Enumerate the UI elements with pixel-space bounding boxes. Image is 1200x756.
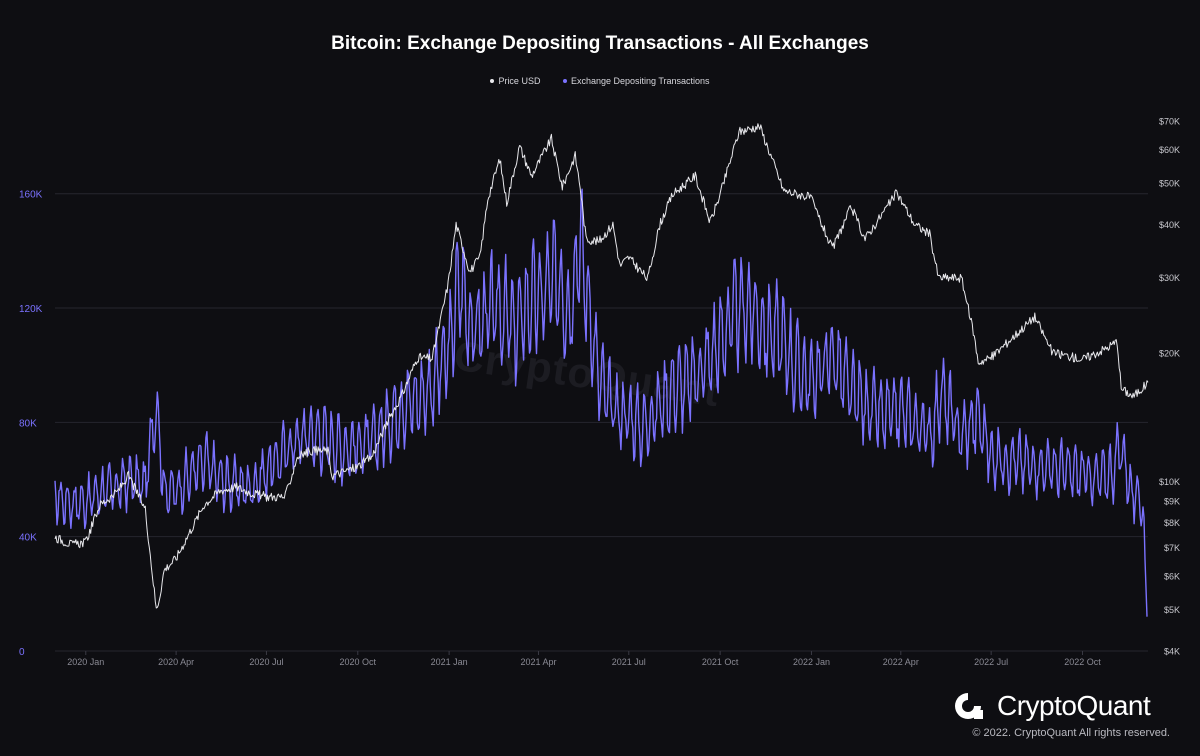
y-right-tick-label: $20K <box>1159 348 1180 358</box>
y-right-tick-label: $40K <box>1159 220 1180 230</box>
legend-item-price[interactable]: Price USD <box>490 76 543 86</box>
y-left-tick-label: 40K <box>19 533 37 544</box>
x-tick-label: 2021 Oct <box>702 657 739 667</box>
y-right-tick-label: $70K <box>1159 116 1180 126</box>
legend-price-dot-icon <box>490 78 495 83</box>
y-left-tick-label: 80K <box>19 418 37 429</box>
y-right-tick-label: $6K <box>1164 571 1180 581</box>
y-right-tick-label: $60K <box>1159 145 1180 155</box>
x-tick-label: 2022 Jan <box>793 657 830 667</box>
y-right-tick-label: $10K <box>1159 477 1180 487</box>
legend-price-label: Price USD <box>498 76 541 86</box>
y-right-tick-label: $5K <box>1164 605 1180 615</box>
brand-logo: CryptoQuant <box>953 688 1151 724</box>
brand-name: CryptoQuant <box>997 690 1151 721</box>
y-right-tick-label: $8K <box>1164 518 1180 528</box>
copyright-text: © 2022. CryptoQuant All rights reserved. <box>972 727 1170 739</box>
x-tick-label: 2022 Apr <box>883 657 919 667</box>
x-tick-label: 2022 Oct <box>1064 657 1101 667</box>
y-left-tick-label: 160K <box>19 190 43 201</box>
chart-title: Bitcoin: Exchange Depositing Transaction… <box>331 33 869 54</box>
x-tick-label: 2020 Jul <box>249 657 283 667</box>
x-tick-label: 2021 Jul <box>612 657 646 667</box>
x-tick-label: 2020 Jan <box>67 657 104 667</box>
x-tick-label: 2020 Apr <box>158 657 194 667</box>
y-right-tick-label: $30K <box>1159 273 1180 283</box>
legend-deposits-label: Exchange Depositing Transactions <box>570 76 710 86</box>
x-tick-label: 2022 Jul <box>974 657 1008 667</box>
y-right-tick-label: $4K <box>1164 647 1180 657</box>
legend: Price USD Exchange Depositing Transactio… <box>0 76 1200 86</box>
x-tick-label: 2020 Oct <box>340 657 377 667</box>
cryptoquant-logo-icon <box>955 693 983 719</box>
y-left-tick-label: 0 <box>19 647 25 658</box>
y-right-tick-label: $7K <box>1164 543 1180 553</box>
y-right-tick-label: $50K <box>1159 179 1180 189</box>
x-tick-label: 2021 Apr <box>520 657 556 667</box>
legend-item-deposits[interactable]: Exchange Depositing Transactions <box>562 76 710 86</box>
x-tick-label: 2021 Jan <box>431 657 468 667</box>
y-right-tick-label: $9K <box>1164 496 1180 506</box>
series-deposits-line <box>54 188 1148 617</box>
legend-deposits-dot-icon <box>562 78 567 83</box>
series-price-line <box>54 123 1149 609</box>
y-left-tick-label: 120K <box>19 304 43 315</box>
